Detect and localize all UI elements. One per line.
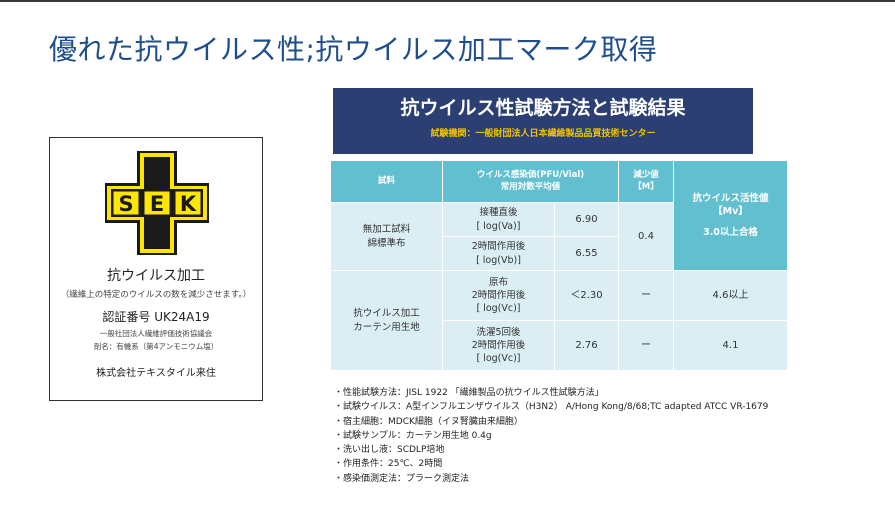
header-activity-line1: 抗ウイルス活性値 bbox=[692, 192, 769, 204]
condition-line1: 洗濯5回後 bbox=[476, 326, 521, 338]
condition-line3: [ log(Vc)] bbox=[476, 303, 521, 315]
condition-line2: [ log(Va)] bbox=[476, 220, 521, 232]
test-header-banner: 抗ウイルス性試験方法と試験結果 試験機関：一般財団法人日本繊維製品品質技術センタ… bbox=[333, 88, 753, 154]
note-item: ・試験サンプル：カーテン用生地 0.4g bbox=[334, 430, 492, 441]
condition-line2: [ log(Vb)] bbox=[476, 254, 521, 266]
sek-logo: S E K bbox=[105, 151, 209, 255]
test-results-table: 試料 ウイルス感染価(PFU/Vial) 常用対数平均値 減少値 【M】 抗ウイ… bbox=[330, 160, 788, 371]
activity-value: 4.1 bbox=[673, 320, 788, 371]
sample-label-line2: 綿標準布 bbox=[367, 237, 406, 249]
test-notes-list: ・性能試験方法：JISL 1922 「繊維製品の抗ウイルス性試験方法」 ・試験ウ… bbox=[334, 386, 768, 486]
header-titer-line2: 常用対数平均値 bbox=[500, 181, 561, 192]
page-title: 優れた抗ウイルス性;抗ウイルス加工マーク取得 bbox=[49, 33, 658, 66]
certification-name: 抗ウイルス加工 bbox=[107, 268, 205, 284]
condition-line1: 2時間作用後 bbox=[471, 241, 526, 253]
company-name: 株式会社テキスタイル来住 bbox=[96, 368, 216, 379]
note-item: ・宿主細胞：MDCK細胞（イヌ腎臓由来細胞） bbox=[334, 416, 523, 427]
antiviral-activity-cell: 抗ウイルス活性値 【Mv】 3.0以上合格 bbox=[673, 160, 788, 271]
sample-label-line2: カーテン用生地 bbox=[353, 321, 420, 333]
reduction-value: ー bbox=[618, 270, 674, 321]
activity-value: 4.6以上 bbox=[673, 270, 788, 321]
header-titer-line1: ウイルス感染価(PFU/Vial) bbox=[476, 169, 585, 180]
certification-organization: 一般社団法人繊維評価技術協議会 bbox=[99, 329, 213, 338]
certification-number: 認証番号 UK24A19 bbox=[102, 310, 210, 324]
header-reduction-line2: 【M】 bbox=[633, 181, 659, 192]
sek-logo-letter-k: K bbox=[180, 192, 197, 216]
condition-cell: 接種直後 [ log(Va)] bbox=[442, 202, 555, 237]
table-header-row: 試料 ウイルス感染価(PFU/Vial) 常用対数平均値 減少値 【M】 抗ウイ… bbox=[330, 160, 788, 271]
note-item: ・性能試験方法：JISL 1922 「繊維製品の抗ウイルス性試験方法」 bbox=[334, 388, 604, 398]
sample-label-line1: 抗ウイルス加工 bbox=[353, 308, 420, 320]
condition-line1: 接種直後 bbox=[479, 207, 518, 219]
header-virus-titer: ウイルス感染価(PFU/Vial) 常用対数平均値 bbox=[442, 160, 619, 203]
test-institution: 試験機関：一般財団法人日本繊維製品品質技術センター bbox=[430, 129, 656, 139]
header-activity-line2: 【Mv】 bbox=[713, 205, 748, 217]
certification-agent: 剤名：有機系（第4アンモニウム塩） bbox=[93, 342, 219, 351]
table-row: 無加工試料 綿標準布 接種直後 [ log(Va)] 6.90 0.4 bbox=[330, 202, 788, 271]
note-item: ・作用条件：25℃、2時間 bbox=[334, 459, 443, 470]
sek-logo-letter-e: E bbox=[150, 192, 164, 216]
test-title: 抗ウイルス性試験方法と試験結果 bbox=[400, 97, 686, 119]
titer-value: ＜2.30 bbox=[554, 270, 619, 321]
note-item: ・洗い出し液：SCDLP培地 bbox=[334, 445, 445, 456]
condition-line1: 原布 bbox=[488, 276, 508, 288]
certification-description: （繊維上の特定のウイルスの数を減少させます。） bbox=[60, 290, 252, 300]
reduction-value: 0.4 bbox=[618, 202, 674, 271]
header-sample: 試料 bbox=[330, 160, 443, 203]
titer-value: 2.76 bbox=[554, 320, 619, 371]
table-row: 抗ウイルス加工 カーテン用生地 原布 2時間作用後 [ log(Vc)] ＜2.… bbox=[330, 270, 788, 371]
sample-untreated-cotton: 無加工試料 綿標準布 bbox=[330, 202, 443, 271]
titer-value: 6.55 bbox=[554, 236, 619, 271]
condition-cell: 2時間作用後 [ log(Vb)] bbox=[442, 236, 555, 271]
certification-card: S E K 抗ウイルス加工 （繊維上の特定のウイルスの数を減少させます。） 認証… bbox=[49, 137, 263, 401]
sek-logo-letter-s: S bbox=[118, 192, 133, 216]
condition-line2: 2時間作用後 bbox=[471, 339, 526, 351]
reduction-value: ー bbox=[618, 320, 674, 371]
condition-cell: 原布 2時間作用後 [ log(Vc)] bbox=[442, 270, 555, 321]
note-item: ・感染価測定法：プラーク測定法 bbox=[334, 473, 470, 484]
titer-value: 6.90 bbox=[554, 202, 619, 237]
condition-cell: 洗濯5回後 2時間作用後 [ log(Vc)] bbox=[442, 320, 555, 371]
condition-line2: 2時間作用後 bbox=[471, 289, 526, 301]
sample-antiviral-curtain: 抗ウイルス加工 カーテン用生地 bbox=[330, 270, 443, 371]
header-reduction-line1: 減少値 bbox=[633, 169, 659, 180]
activity-criterion: 3.0以上合格 bbox=[703, 227, 758, 239]
header-reduction: 減少値 【M】 bbox=[618, 160, 674, 203]
note-item: ・試験ウイルス：A型インフルエンザウイルス（H3N2） A/Hong Kong/… bbox=[334, 402, 769, 413]
table-row: 洗濯5回後 2時間作用後 [ log(Vc)] 2.76 ー 4.1 bbox=[331, 320, 788, 371]
top-border-line bbox=[0, 0, 895, 2]
sample-label-line1: 無加工試料 bbox=[362, 224, 411, 236]
condition-line3: [ log(Vc)] bbox=[476, 353, 521, 365]
